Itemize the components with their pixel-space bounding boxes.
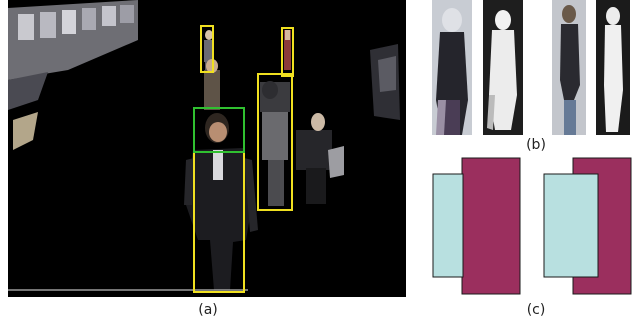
- detection-box-far: [200, 25, 214, 73]
- panel-c-svg: [432, 157, 632, 295]
- rect-pair-right: [543, 157, 632, 295]
- person-main: [184, 113, 258, 290]
- head-box-main: [193, 107, 245, 153]
- caption-c: (c): [526, 302, 546, 318]
- thumbnail-side-mask: [596, 0, 630, 135]
- thumbnail-front-mask: [483, 0, 523, 135]
- thumbnail-front-photo: [432, 0, 472, 135]
- rect-light-left: [432, 173, 464, 278]
- detection-boxes: [193, 25, 294, 293]
- panel-c-diagram: [430, 156, 635, 296]
- detection-box-far-right: [281, 27, 294, 77]
- rect-dark-left: [461, 157, 521, 295]
- train-carriage: [8, 0, 138, 150]
- person-group: [260, 81, 344, 206]
- panel-a-scene: [8, 0, 406, 297]
- caption-b: (b): [526, 137, 546, 153]
- detection-box-group: [257, 73, 293, 211]
- rect-pair-left: [432, 157, 521, 295]
- caption-a: (a): [198, 302, 218, 318]
- thumbnail-side-photo: [552, 0, 586, 135]
- person-far-right: [284, 30, 291, 70]
- person-mid: [204, 59, 220, 110]
- rect-light-right: [543, 173, 599, 278]
- panel-a-svg: [8, 0, 406, 297]
